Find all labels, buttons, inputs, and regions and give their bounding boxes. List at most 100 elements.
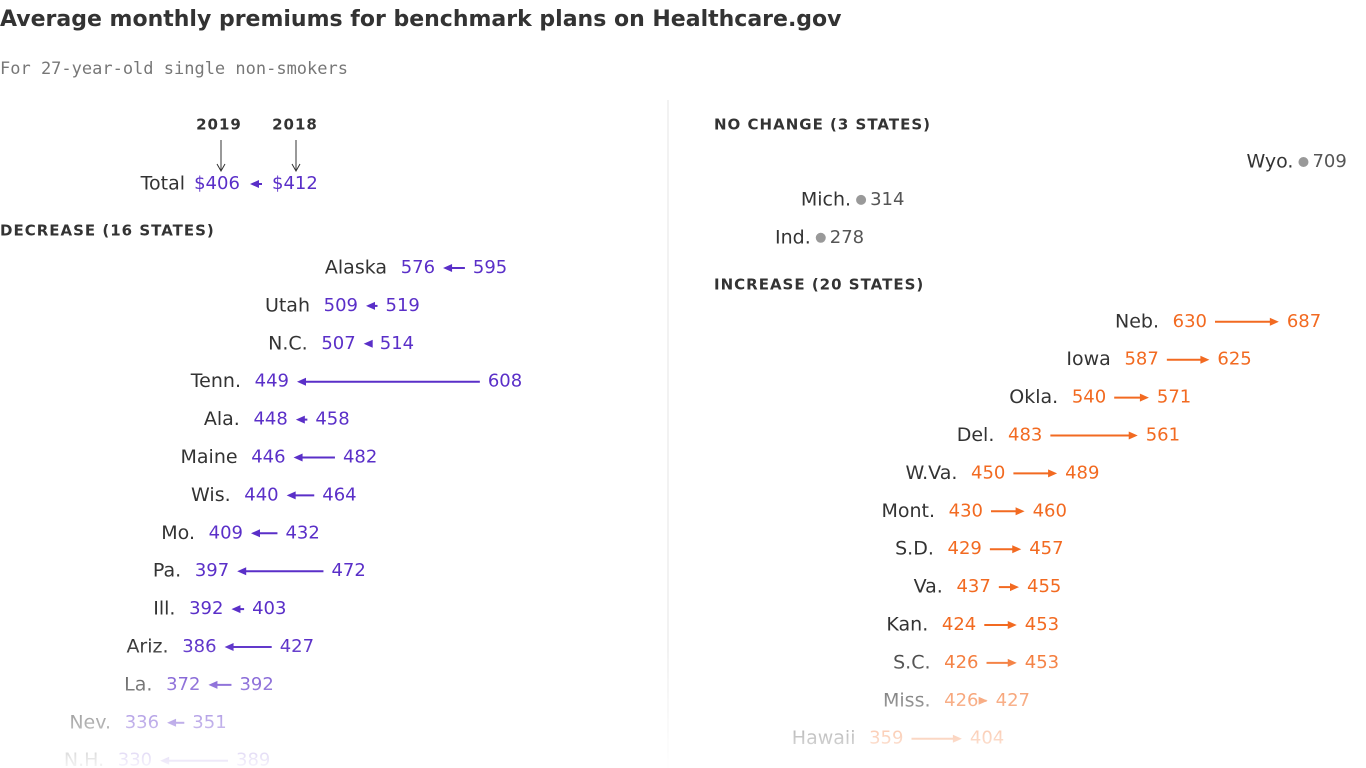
arrow-head [293,453,303,462]
chart-title: Average monthly premiums for benchmark p… [0,7,842,32]
arrow [998,583,1019,592]
arrow-head [1139,393,1149,402]
arrow-head [1015,507,1025,516]
value-label: 561 [1146,425,1180,446]
value-label: 464 [322,484,356,505]
state-label: Va. [914,576,943,598]
value-label: 489 [1065,462,1099,483]
state-label: Wyo. [1246,151,1293,173]
arrow [293,453,335,462]
arrow [984,621,1017,629]
arrow-head [1012,545,1022,554]
value-label: 576 [401,257,435,278]
value-label: 392 [189,598,223,619]
arrow-head [1007,621,1017,629]
arrow [286,491,315,500]
value-label: 460 [1033,500,1067,521]
arrow [1114,393,1149,402]
value-label: 482 [343,447,377,468]
state-label: Kan. [886,614,928,636]
arrow [1215,317,1279,326]
value-label: 709 [1312,151,1346,172]
value-label: 455 [1027,576,1061,597]
value-label: 403 [252,598,286,619]
value-label: 314 [870,189,904,210]
value-label: 446 [251,447,285,468]
arrow-head [443,264,453,272]
value-label: 449 [255,371,289,392]
value-label: 457 [1029,538,1063,559]
arrow [250,180,262,188]
arrow-head [250,180,259,188]
state-label: Wis. [191,484,231,506]
state-label: S.D. [895,538,934,560]
value-label: 514 [380,333,414,354]
group-header: INCREASE (20 STATES) [714,275,924,293]
state-label: N.C. [268,332,308,354]
state-label: Ala. [204,408,240,430]
arrow-head [1010,583,1019,592]
arrow-head [295,415,305,424]
fade [0,640,1366,768]
value-label: 430 [949,500,983,521]
arrow-head [1048,469,1058,478]
value-label: 424 [942,614,976,635]
value-label: 440 [244,484,278,505]
group-header: DECREASE (16 STATES) [0,222,215,240]
dot [856,194,867,205]
value-label: 519 [386,295,420,316]
state-label: Mich. [801,188,851,210]
value-label: 437 [956,576,990,597]
value-label: 429 [948,538,982,559]
year-pointer [216,140,301,173]
state-label: Ill. [153,598,175,620]
state-label: Okla. [1009,386,1058,408]
value-label: 397 [195,560,229,581]
arrow [231,605,245,614]
arrow-head [1269,317,1279,326]
arrow [1013,469,1058,478]
arrow [237,567,324,576]
value-label: 448 [253,409,287,430]
value-label: 472 [331,560,365,581]
state-label: Alaska [325,257,387,279]
arrow [366,301,378,310]
total-value: $412 [272,173,318,194]
state-label: Ind. [775,226,811,248]
state-label: Del. [957,424,995,446]
year-label: 2018 [272,116,318,134]
value-label: 625 [1217,349,1251,370]
value-label: 595 [473,257,507,278]
total-value: $406 [194,173,240,194]
value-label: 540 [1072,387,1106,408]
value-label: 571 [1157,387,1191,408]
value-label: 507 [321,333,355,354]
value-label: 453 [1025,614,1059,635]
arrow [251,529,278,538]
value-label: 450 [971,462,1005,483]
dot [815,232,826,243]
arrow-head [286,491,296,500]
state-label: Mo. [161,522,195,544]
arrow [1050,431,1138,440]
value-label: 630 [1173,311,1207,332]
arrow [1166,355,1210,364]
value-label: 587 [1124,349,1158,370]
arrow [297,377,480,386]
arrow-head [297,377,306,386]
state-label: Mont. [881,500,935,522]
group-header: NO CHANGE (3 STATES) [714,116,931,134]
state-label: W.Va. [906,462,958,484]
chart-subtitle: For 27-year-old single non-smokers [0,59,348,79]
arrow [443,264,465,272]
arrow [363,339,373,348]
total-label: Total [140,173,185,195]
arrow [991,507,1025,516]
value-label: 458 [315,409,349,430]
arrow-head [363,339,373,348]
arrow-head [1128,431,1138,440]
dot [1298,157,1309,167]
state-label: Maine [181,446,238,468]
arrow-head [231,605,241,614]
arrow-head [251,529,260,538]
